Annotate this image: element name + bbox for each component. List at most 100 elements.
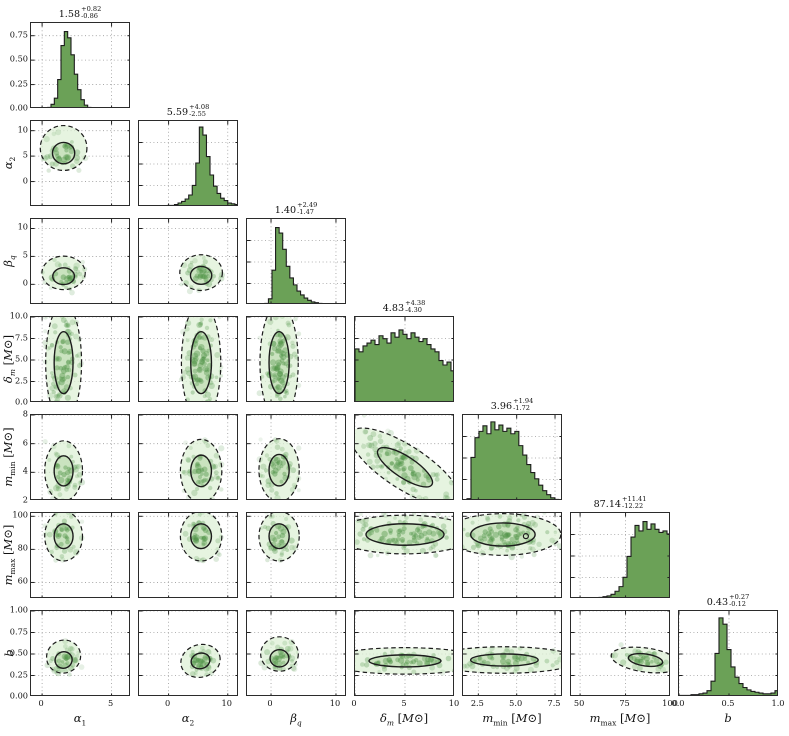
title-median: 1.58 [58, 9, 81, 20]
x-tick-label: 10 [329, 698, 341, 708]
title-errors: +11.41 -12.22 [622, 495, 647, 511]
y-axis-label-b: b [2, 649, 16, 657]
x-tick-label: 5 [107, 698, 114, 708]
hist-beta_q [246, 218, 346, 304]
y-axis-label-beta_q: βq [0, 255, 18, 267]
hist-delta_m [354, 316, 454, 402]
panel-b-vs-m_min [462, 610, 562, 696]
y-tick-label: 80 [17, 542, 28, 553]
y-tick-label: 1.00 [9, 604, 28, 615]
y-axis-label-m_max: mmax [M⊙] [0, 524, 18, 586]
panel-m_min-vs-alpha2 [138, 414, 238, 500]
y-tick-label: 100 [12, 509, 28, 520]
y-tick-label: 2 [22, 494, 28, 505]
y-tick-label: 7.5 [14, 332, 28, 342]
title-median: 87.14 [593, 499, 622, 510]
x-axis-label-beta_q: βq [290, 711, 302, 728]
y-tick-label: 2.5 [14, 375, 28, 385]
panel-m_max-vs-delta_m [354, 512, 454, 598]
y-tick-label: 0.25 [9, 669, 28, 679]
panel-b-vs-m_max [570, 610, 670, 696]
y-tick-label: 0 [22, 277, 28, 288]
panel-delta_m-vs-beta_q [246, 316, 346, 402]
x-tick-label: 75 [619, 698, 630, 708]
density-tick-label: 0.00 [9, 102, 28, 113]
hist-b [678, 610, 778, 696]
panel-alpha2-vs-alpha1 [30, 120, 130, 206]
x-tick-label: 50 [573, 698, 585, 708]
title-median: 5.59 [166, 107, 189, 118]
x-axis-label-m_max: mmax [M⊙] [589, 711, 651, 728]
title-median: 3.96 [490, 401, 513, 412]
y-tick-label: 0.00 [9, 690, 28, 701]
hist-m_min [462, 414, 562, 500]
x-axis-label-delta_m: δm [M⊙] [379, 711, 429, 728]
y-tick-label: 10.0 [9, 310, 28, 321]
x-tick-label: 0 [267, 698, 273, 708]
density-tick-label: 0.75 [9, 29, 28, 40]
density-tick-label: 0.25 [9, 78, 28, 89]
panel-b-vs-delta_m [354, 610, 454, 696]
title-errors: +4.08 -2.55 [189, 103, 210, 119]
y-tick-label: 10 [17, 124, 28, 135]
title-errors: +0.27 -0.12 [729, 593, 750, 609]
panel-delta_m-vs-alpha2 [138, 316, 238, 402]
title-errors: +2.49 -1.47 [297, 201, 318, 217]
y-axis-label-alpha2: α2 [0, 156, 18, 170]
x-axis-label-b: b [724, 711, 732, 725]
y-tick-label: 4 [22, 465, 28, 476]
y-tick-label: 8 [22, 408, 28, 419]
y-tick-label: 5 [22, 249, 28, 260]
x-axis-label-m_min: mmin [M⊙] [482, 711, 542, 728]
hist-alpha1 [30, 22, 130, 108]
title-median: 0.43 [706, 597, 729, 608]
x-tick-label: 10 [448, 698, 460, 708]
title-median: 4.83 [382, 303, 405, 314]
x-tick-label: 2.5 [470, 698, 484, 708]
panel-b-vs-alpha1 [30, 610, 130, 696]
y-tick-label: 6 [22, 437, 28, 448]
panel-m_max-vs-beta_q [246, 512, 346, 598]
x-tick-label: 0 [38, 698, 44, 708]
x-tick-label: 0 [351, 698, 357, 708]
y-tick-label: 0.0 [14, 396, 28, 407]
x-tick-label: 10 [221, 698, 232, 708]
panel-m_max-vs-alpha1 [30, 512, 130, 598]
x-axis-label-alpha2: α2 [181, 711, 195, 728]
panel-m_min-vs-delta_m [354, 414, 454, 500]
y-tick-label: 0.50 [9, 647, 28, 658]
hist-m_max [570, 512, 670, 598]
title-median: 1.40 [274, 205, 297, 216]
y-tick-label: 60 [17, 575, 28, 586]
y-tick-label: 0.75 [9, 626, 28, 636]
panel-beta_q-vs-alpha2 [138, 218, 238, 304]
diag-title-delta_m: 4.83 +4.38 -4.30 [326, 295, 482, 314]
title-errors: +4.38 -4.30 [405, 299, 426, 315]
diag-title-m_max: 87.14 +11.41 -12.22 [542, 491, 698, 510]
density-tick-label: 0.50 [9, 53, 28, 64]
title-errors: +0.82 -0.86 [81, 5, 102, 21]
panel-m_min-vs-alpha1 [30, 414, 130, 500]
panel-m_max-vs-m_min [462, 512, 562, 598]
panel-m_max-vs-alpha2 [138, 512, 238, 598]
diag-title-beta_q: 1.40 +2.49 -1.47 [218, 197, 374, 216]
x-tick-label: 5 [401, 698, 407, 708]
panel-m_min-vs-beta_q [246, 414, 346, 500]
diag-title-b: 0.43 +0.27 -0.12 [650, 589, 789, 608]
y-tick-label: 10 [17, 221, 28, 232]
y-tick-label: 5.0 [14, 353, 28, 364]
y-tick-label: 0 [22, 175, 28, 186]
title-errors: +1.94 -1.72 [513, 397, 534, 413]
x-tick-label: 1.0 [771, 698, 785, 708]
x-tick-label: 0.5 [721, 698, 735, 708]
x-tick-label: 0.0 [671, 698, 685, 708]
diag-title-m_min: 3.96 +1.94 -1.72 [434, 393, 590, 412]
y-axis-label-m_min: mmin [M⊙] [0, 427, 18, 487]
y-tick-label: 5 [22, 149, 28, 160]
panel-b-vs-beta_q [246, 610, 346, 696]
panel-b-vs-alpha2 [138, 610, 238, 696]
y-axis-label-delta_m: δm [M⊙] [0, 334, 18, 384]
x-tick-label: 5.0 [509, 698, 523, 708]
panel-delta_m-vs-alpha1 [30, 316, 130, 402]
